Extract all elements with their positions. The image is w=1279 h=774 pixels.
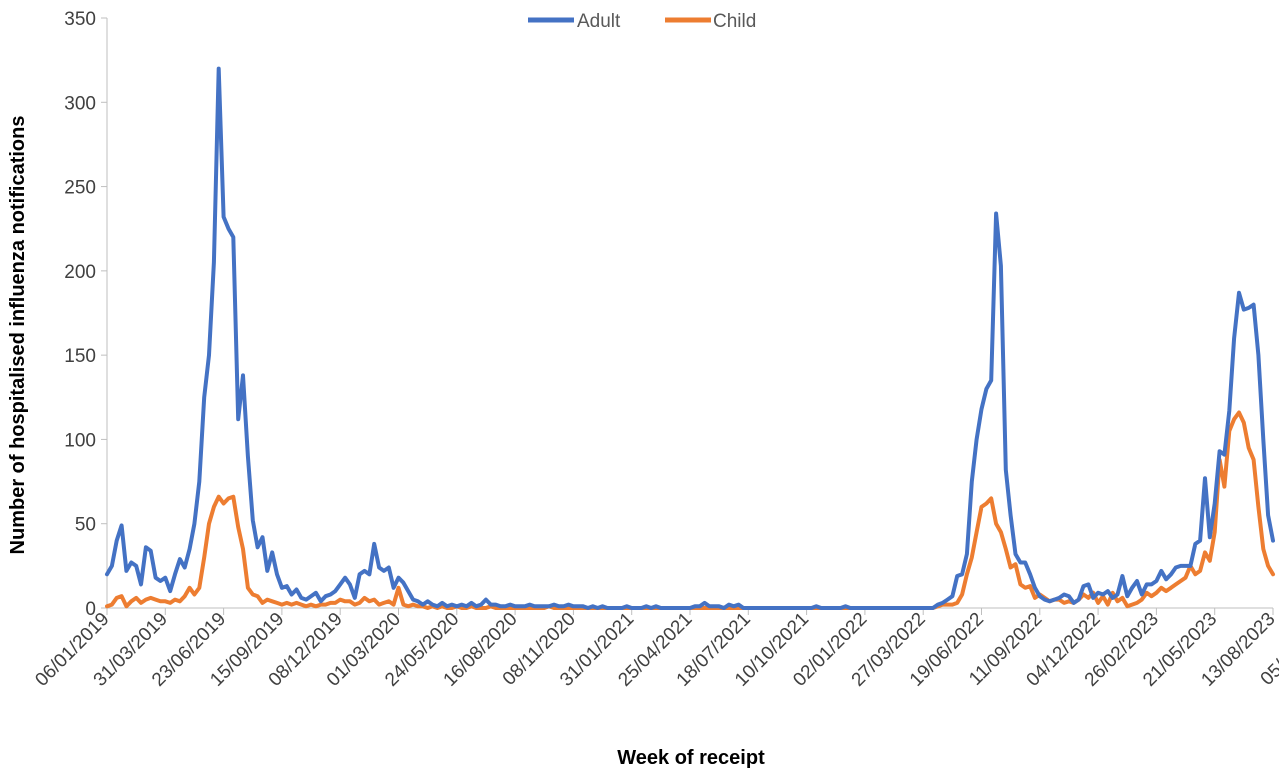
y-tick-label: 0 xyxy=(85,599,96,620)
legend: Adult Child xyxy=(528,11,756,32)
y-axis-title: Number of hospitalised influenza notific… xyxy=(7,116,29,555)
y-tick-label: 250 xyxy=(64,178,96,199)
y-axis-ticks: 0 50 100 150 200 250 300 350 xyxy=(64,9,107,620)
y-tick-label: 50 xyxy=(75,515,96,536)
y-tick-label: 200 xyxy=(64,262,96,283)
x-axis-ticks: 06/01/201931/03/201923/06/201915/09/2019… xyxy=(31,608,1279,691)
legend-label-adult: Adult xyxy=(577,11,621,32)
series-lines xyxy=(105,66,1275,610)
series-line-child xyxy=(105,410,1275,610)
x-axis-title: Week of receipt xyxy=(617,747,765,769)
y-tick-label: 300 xyxy=(64,93,96,114)
y-tick-label: 100 xyxy=(64,430,96,451)
legend-label-child: Child xyxy=(713,11,756,32)
y-tick-label: 350 xyxy=(64,9,96,30)
series-line-adult xyxy=(105,66,1275,610)
y-tick-label: 150 xyxy=(64,346,96,367)
